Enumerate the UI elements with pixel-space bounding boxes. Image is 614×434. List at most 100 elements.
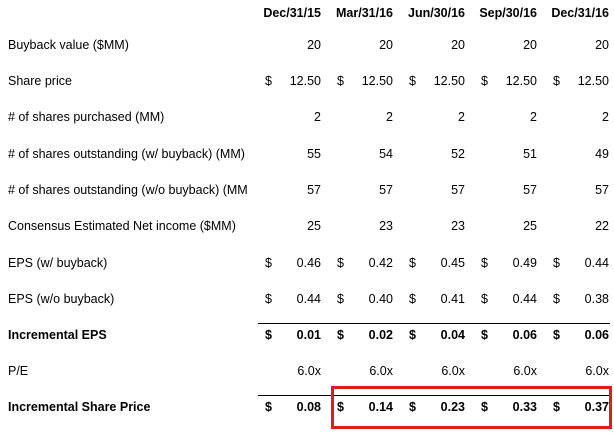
table-cell: 25 — [307, 219, 321, 233]
currency-symbol: $ — [481, 292, 488, 306]
row-label: # of shares outstanding (w/ buyback) (MM… — [8, 147, 245, 161]
column-header: Dec/31/15 — [263, 6, 321, 20]
table-cell: 0.06 — [512, 328, 537, 342]
table-row: # of shares outstanding (w/ buyback) (MM… — [0, 147, 614, 167]
table-cell: 20 — [451, 38, 465, 52]
column-header: Mar/31/16 — [336, 6, 393, 20]
table-cell: 57 — [595, 183, 609, 197]
table-cell: 51 — [523, 147, 537, 161]
row-label: # of shares purchased (MM) — [8, 110, 165, 124]
currency-symbol: $ — [337, 400, 344, 414]
table-cell: 23 — [379, 219, 393, 233]
currency-symbol: $ — [409, 328, 416, 342]
currency-symbol: $ — [337, 74, 344, 88]
table-row: EPS (w/o buyback) $0.44 $0.40 $0.41 $0.44 $0.… — [0, 292, 614, 312]
table-cell: 22 — [595, 219, 609, 233]
table-cell: 0.44 — [584, 256, 609, 270]
table-row: # of shares outstanding (w/o buyback) (M… — [0, 183, 614, 203]
table-cell: 20 — [307, 38, 321, 52]
currency-symbol: $ — [553, 74, 560, 88]
table-cell: 12.50 — [505, 74, 537, 88]
table-cell: 2 — [386, 110, 393, 124]
table-cell: 6.0x — [369, 364, 393, 378]
column-header-row: Dec/31/15 Mar/31/16 Jun/30/16 Sep/30/16 Dec/… — [0, 0, 614, 26]
currency-symbol: $ — [409, 400, 416, 414]
table-cell: 57 — [523, 183, 537, 197]
column-header: Dec/31/16 — [551, 6, 609, 20]
table-cell: 0.44 — [296, 292, 321, 306]
table-row: P/E 6.0x 6.0x 6.0x 6.0x 6.0x — [0, 364, 614, 384]
row-label: Incremental Share Price — [8, 400, 151, 414]
table-cell: 2 — [602, 110, 609, 124]
table-cell: 0.41 — [440, 292, 465, 306]
row-label: Incremental EPS — [8, 328, 107, 342]
row-label: P/E — [8, 364, 29, 378]
table-cell: 0.23 — [440, 400, 465, 414]
currency-symbol: $ — [481, 74, 488, 88]
table-cell: 6.0x — [513, 364, 537, 378]
currency-symbol: $ — [481, 256, 488, 270]
currency-symbol: $ — [265, 292, 272, 306]
currency-symbol: $ — [481, 400, 488, 414]
row-label: # of shares outstanding (w/o buyback) (M… — [8, 183, 248, 197]
table-row: # of shares purchased (MM) 2 2 2 2 2 — [0, 110, 614, 130]
table-cell: 0.37 — [584, 400, 609, 414]
currency-symbol: $ — [265, 74, 272, 88]
table-cell: 52 — [451, 147, 465, 161]
row-label: Buyback value ($MM) — [8, 38, 129, 52]
row-label: EPS (w/ buyback) — [8, 256, 108, 270]
table-row: Incremental Share Price $0.08 $0.14 $0.23 $0… — [0, 400, 614, 420]
table-cell: 0.46 — [296, 256, 321, 270]
currency-symbol: $ — [337, 292, 344, 306]
table-cell: 0.08 — [296, 400, 321, 414]
table-cell: 0.01 — [296, 328, 321, 342]
row-label: Share price — [8, 74, 72, 88]
table-cell: 0.42 — [368, 256, 393, 270]
table-row: EPS (w/ buyback) $0.46 $0.42 $0.45 $0.49 $0.4… — [0, 256, 614, 276]
currency-symbol: $ — [337, 256, 344, 270]
table-cell: 57 — [379, 183, 393, 197]
table-cell: 20 — [379, 38, 393, 52]
row-label: Consensus Estimated Net income ($MM) — [8, 219, 236, 233]
currency-symbol: $ — [553, 400, 560, 414]
table-cell: 2 — [458, 110, 465, 124]
table-cell: 2 — [530, 110, 537, 124]
table-cell: 0.06 — [584, 328, 609, 342]
table-cell: 0.44 — [512, 292, 537, 306]
table-cell: 0.49 — [512, 256, 537, 270]
column-header: Sep/30/16 — [479, 6, 537, 20]
table-cell: 0.38 — [584, 292, 609, 306]
total-rule — [258, 323, 610, 324]
table-cell: 23 — [451, 219, 465, 233]
currency-symbol: $ — [265, 400, 272, 414]
currency-symbol: $ — [409, 292, 416, 306]
table-cell: 0.33 — [512, 400, 537, 414]
table-row: Buyback value ($MM) 20 20 20 20 20 — [0, 38, 614, 58]
table-cell: 20 — [523, 38, 537, 52]
table-cell: 20 — [595, 38, 609, 52]
table-cell: 6.0x — [297, 364, 321, 378]
table-cell: 0.40 — [368, 292, 393, 306]
row-label: EPS (w/o buyback) — [8, 292, 115, 306]
table-cell: 55 — [307, 147, 321, 161]
table-cell: 12.50 — [289, 74, 321, 88]
table-cell: 57 — [307, 183, 321, 197]
highlight-box — [331, 386, 612, 429]
total-rule — [258, 395, 610, 396]
table-cell: 57 — [451, 183, 465, 197]
table-cell: 0.14 — [368, 400, 393, 414]
table-cell: 12.50 — [433, 74, 465, 88]
table-row: Consensus Estimated Net income ($MM) 25 23… — [0, 219, 614, 239]
table-cell: 2 — [314, 110, 321, 124]
table-cell: 0.04 — [440, 328, 465, 342]
table-cell: 6.0x — [441, 364, 465, 378]
table-cell: 0.45 — [440, 256, 465, 270]
column-header: Jun/30/16 — [408, 6, 465, 20]
table-row: Share price $12.50 $12.50 $12.50 $12.50 $12.5… — [0, 74, 614, 94]
table-cell: 49 — [595, 147, 609, 161]
currency-symbol: $ — [553, 328, 560, 342]
table-cell: 6.0x — [585, 364, 609, 378]
currency-symbol: $ — [265, 328, 272, 342]
table-cell: 12.50 — [577, 74, 609, 88]
currency-symbol: $ — [409, 256, 416, 270]
